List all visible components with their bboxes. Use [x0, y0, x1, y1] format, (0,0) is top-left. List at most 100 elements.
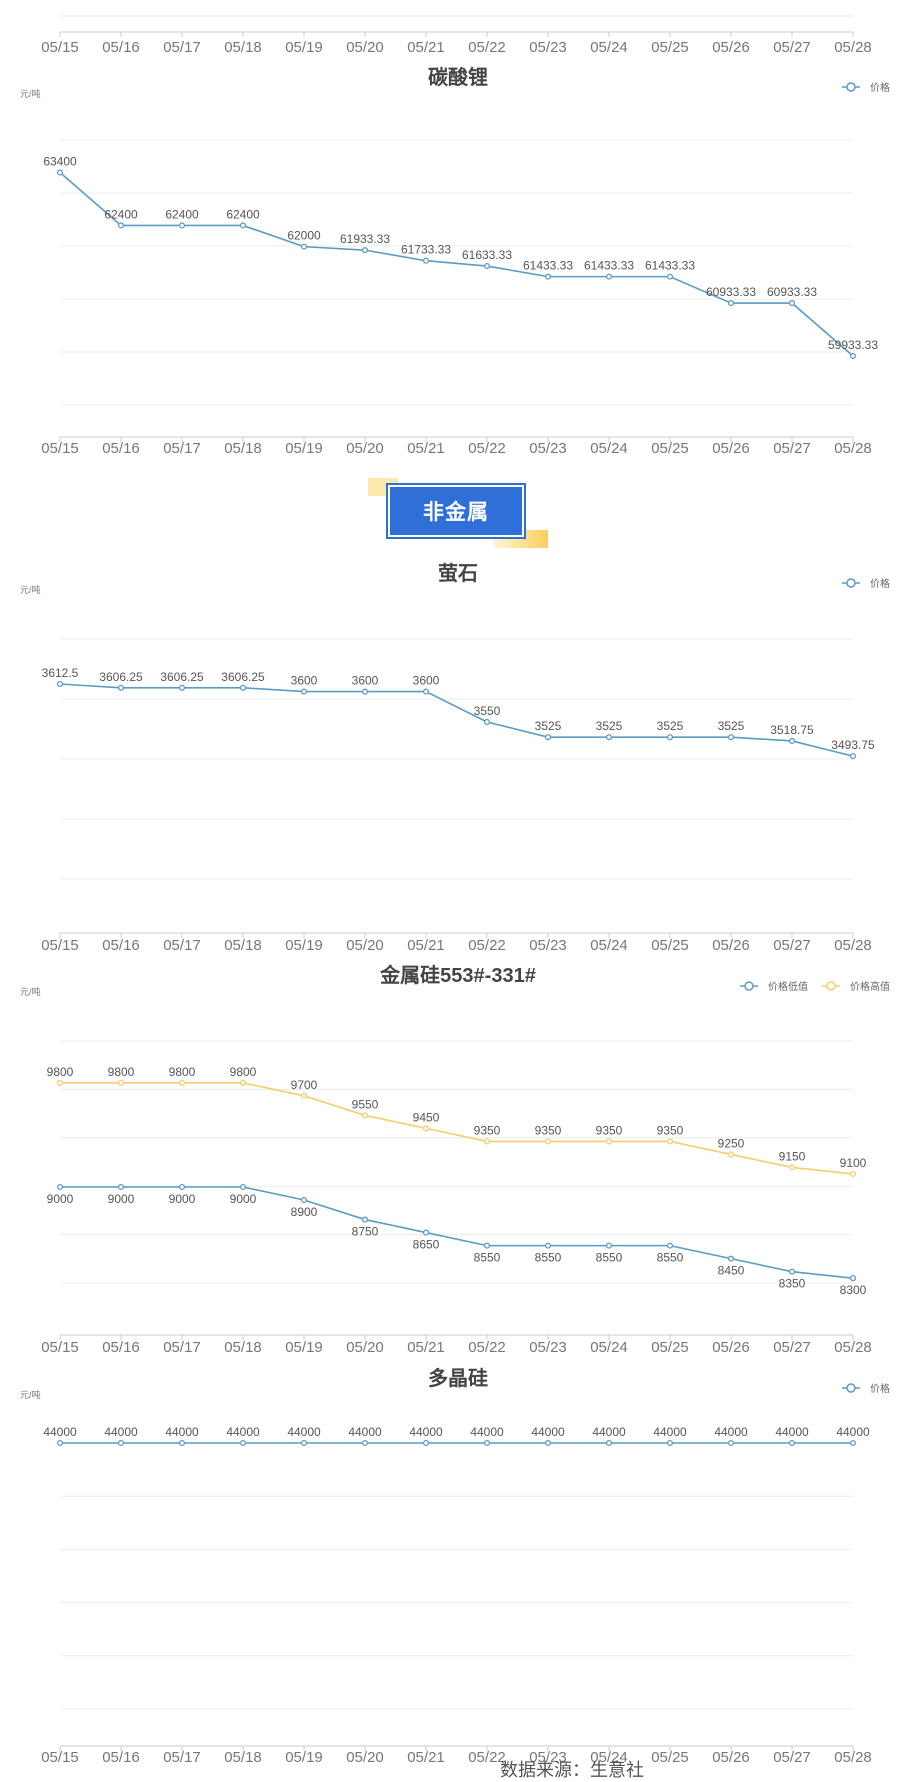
- x-tick-label: 05/15: [41, 937, 79, 954]
- series-line: [60, 1186, 854, 1279]
- section-badge: 非金属: [386, 483, 526, 539]
- data-point: [788, 737, 796, 745]
- data-label: 44000: [836, 1425, 870, 1439]
- data-point: [849, 1275, 857, 1282]
- data-label: 62000: [287, 229, 321, 243]
- x-tick-label: 05/18: [224, 1339, 262, 1356]
- data-point: [666, 1242, 674, 1249]
- data-label: 62400: [165, 207, 199, 221]
- data-label: 61433.33: [523, 259, 573, 273]
- x-tick-label: 05/15: [41, 1749, 79, 1766]
- data-point: [361, 1216, 369, 1223]
- footer-note: 数据来源：生意社: [500, 1760, 644, 1780]
- data-label: 60933.33: [767, 285, 817, 299]
- x-tick-label: 05/15: [41, 440, 79, 457]
- data-point: [300, 1196, 308, 1204]
- x-tick-label: 05/23: [529, 39, 567, 56]
- data-label: 9100: [840, 1156, 867, 1170]
- data-point: [788, 1164, 796, 1171]
- data-label: 9550: [352, 1097, 379, 1111]
- data-label: 61633.33: [462, 248, 512, 262]
- data-label: 9800: [47, 1065, 74, 1079]
- x-tick-label: 05/26: [712, 39, 750, 56]
- legend-marker-icon: [744, 981, 754, 991]
- data-point: [788, 1268, 796, 1275]
- x-tick-label: 05/24: [590, 1749, 628, 1766]
- x-tick-label: 05/17: [163, 1749, 201, 1766]
- data-label: 9150: [779, 1149, 806, 1163]
- x-tick-label: 05/16: [102, 440, 140, 457]
- data-point: [56, 1079, 64, 1086]
- data-label: 8550: [657, 1251, 684, 1265]
- legend-label: 价格高值: [850, 980, 890, 993]
- x-tick-label: 05/16: [102, 937, 140, 954]
- data-label: 9450: [413, 1110, 440, 1124]
- data-label: 3525: [535, 719, 562, 733]
- legend-marker-icon: [846, 578, 856, 588]
- data-point: [727, 1439, 735, 1447]
- x-tick-label: 05/28: [834, 937, 872, 954]
- data-point: [422, 688, 430, 695]
- data-point: [849, 352, 857, 360]
- x-tick-label: 05/19: [285, 1339, 323, 1356]
- x-tick-label: 05/25: [651, 1339, 689, 1356]
- data-label: 8550: [596, 1251, 623, 1265]
- x-tick-label: 05/20: [346, 39, 384, 56]
- data-point: [300, 1092, 308, 1099]
- data-label: 3600: [413, 674, 440, 688]
- data-label: 3612.5: [42, 666, 79, 680]
- x-tick-label: 05/27: [773, 1339, 811, 1356]
- data-label: 61933.33: [340, 232, 390, 246]
- data-point: [544, 734, 552, 741]
- x-tick-label: 05/26: [712, 1749, 750, 1766]
- data-point: [666, 1138, 674, 1145]
- data-point: [666, 1439, 674, 1447]
- data-label: 9350: [657, 1123, 684, 1137]
- data-point: [239, 222, 247, 229]
- x-tick-label: 05/22: [468, 937, 506, 954]
- x-tick-label: 05/25: [651, 440, 689, 457]
- data-point: [483, 1242, 491, 1249]
- data-point: [849, 1170, 857, 1178]
- data-point: [666, 734, 674, 741]
- data-label: 44000: [165, 1425, 199, 1439]
- x-tick-label: 05/21: [407, 440, 445, 457]
- x-tick-label: 05/20: [346, 1339, 384, 1356]
- data-label: 44000: [531, 1425, 565, 1439]
- data-point: [117, 1183, 125, 1191]
- data-point: [483, 1138, 491, 1145]
- data-point: [239, 1079, 247, 1086]
- data-point: [788, 1439, 796, 1447]
- x-tick-label: 05/27: [773, 39, 811, 56]
- x-tick-label: 05/20: [346, 937, 384, 954]
- x-tick-label: 05/16: [102, 1339, 140, 1356]
- x-tick-label: 05/24: [590, 440, 628, 457]
- data-label: 9350: [596, 1123, 623, 1137]
- data-point: [605, 1242, 613, 1249]
- data-point: [56, 1183, 64, 1191]
- data-point: [361, 1112, 369, 1119]
- x-tick-label: 05/21: [407, 937, 445, 954]
- data-label: 8900: [291, 1205, 318, 1219]
- data-label: 8350: [779, 1277, 806, 1291]
- data-point: [422, 1439, 430, 1447]
- x-tick-label: 05/21: [407, 39, 445, 56]
- data-label: 9700: [291, 1078, 318, 1092]
- data-label: 8750: [352, 1225, 379, 1239]
- data-point: [422, 257, 430, 264]
- data-point: [56, 169, 64, 176]
- data-label: 44000: [226, 1425, 260, 1439]
- x-tick-label: 05/19: [285, 440, 323, 457]
- x-tick-label: 05/21: [407, 1339, 445, 1356]
- data-point: [178, 222, 186, 229]
- x-tick-label: 05/17: [163, 440, 201, 457]
- x-tick-label: 05/25: [651, 1749, 689, 1766]
- x-tick-label: 05/23: [529, 1339, 567, 1356]
- data-label: 60933.33: [706, 285, 756, 299]
- x-tick-label: 05/19: [285, 39, 323, 56]
- data-label: 61433.33: [645, 259, 695, 273]
- x-tick-label: 05/23: [529, 937, 567, 954]
- data-label: 3550: [474, 704, 501, 718]
- data-label: 9000: [108, 1192, 135, 1206]
- data-point: [361, 688, 369, 695]
